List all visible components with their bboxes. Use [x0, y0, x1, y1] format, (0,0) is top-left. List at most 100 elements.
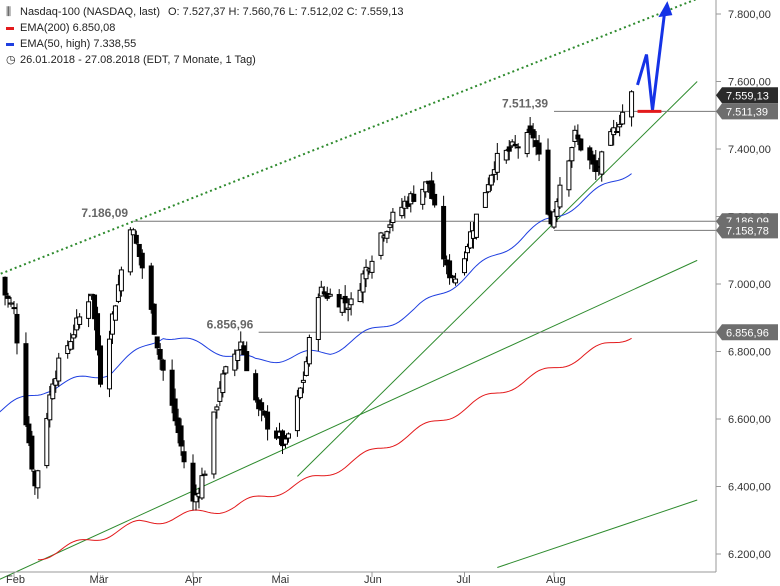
candle: [441, 195, 447, 268]
candle: [620, 104, 626, 126]
projection-path: [636, 13, 666, 111]
candle: [190, 454, 196, 511]
candle: [464, 243, 470, 262]
candle: [297, 387, 303, 400]
candle: [488, 174, 494, 191]
candle: [115, 274, 121, 304]
projection-arrowhead: [658, 1, 673, 18]
candle: [71, 324, 77, 350]
candle: [223, 365, 229, 375]
candle: [154, 336, 160, 355]
y-tick-label: 7.000,00: [728, 279, 771, 291]
candle: [160, 358, 166, 381]
candle: [324, 286, 330, 301]
price-boxes: 7.511,397.186,097.158,786.856,967.559,13: [716, 87, 778, 341]
trend-lines: [0, 0, 698, 580]
candle: [47, 385, 53, 428]
candle: [136, 243, 142, 266]
candle: [130, 227, 136, 236]
last-price-box: 7.559,13: [716, 87, 778, 104]
candle: [432, 183, 438, 208]
x-tick-label: Mai: [272, 574, 290, 586]
candle: [384, 230, 390, 244]
candle: [53, 370, 59, 393]
candle: [175, 408, 181, 444]
candle: [599, 150, 605, 182]
candle: [587, 145, 593, 170]
candle: [259, 398, 265, 422]
candle: [157, 343, 163, 370]
candle: [569, 146, 575, 168]
candle: [369, 255, 375, 279]
candle: [172, 388, 178, 426]
candle: [112, 304, 118, 321]
candle: [327, 288, 333, 298]
candle: [11, 300, 17, 315]
legend-ema200: EMA(200) 6.850,08: [20, 22, 116, 34]
candle: [148, 262, 154, 314]
candle: [387, 219, 393, 234]
level-box: 6.856,96: [716, 324, 778, 341]
support-trendline-lower: [497, 499, 698, 568]
candle: [2, 276, 8, 306]
candle: [253, 369, 259, 403]
level-annotation: 7.511,39: [502, 96, 548, 110]
ema200-line: [37, 337, 632, 561]
candle: [429, 171, 435, 200]
candle: [282, 435, 288, 449]
candle: [151, 303, 157, 336]
candle: [86, 293, 92, 328]
candle: [494, 142, 500, 181]
candle: [503, 148, 509, 164]
legend-title: Nasdaq-100 (NASDAQ, last): [20, 6, 160, 18]
candle: [23, 332, 29, 427]
candle: [411, 185, 417, 203]
candle: [35, 469, 41, 499]
candle: [294, 389, 300, 437]
candle: [614, 122, 620, 134]
legend-period-row: ◷ 26.01.2018 - 27.08.2018 (EDT, 7 Monate…: [6, 52, 403, 68]
candle: [348, 292, 354, 316]
candle: [473, 213, 479, 240]
candle: [244, 341, 250, 372]
candle: [77, 313, 83, 329]
candle: [300, 371, 306, 394]
x-tick-label: Jun: [364, 574, 382, 586]
candle: [467, 221, 473, 249]
candle: [169, 359, 175, 414]
x-tick-label: Mär: [90, 574, 109, 586]
candle: [217, 381, 223, 407]
candle: [68, 332, 74, 351]
chart-legend: ⫼ Nasdaq-100 (NASDAQ, last) O: 7.527,37 …: [6, 4, 403, 68]
candle: [8, 297, 14, 307]
level-box-label: 7.158,78: [726, 225, 769, 237]
x-tick-label: Aug: [546, 574, 566, 586]
candle: [199, 467, 205, 500]
candle: [56, 352, 62, 387]
candle: [306, 334, 312, 367]
x-tick-label: Apr: [185, 574, 202, 586]
candle: [608, 128, 614, 147]
legend-ohlc: O: 7.527,37 H: 7.560,76 L: 7.512,02 C: 7…: [168, 6, 404, 18]
candle: [590, 150, 596, 172]
candle: [551, 209, 557, 230]
candle: [506, 140, 512, 161]
candle: [485, 177, 491, 194]
candle: [98, 335, 104, 388]
candle: [453, 272, 459, 286]
ohlc-icon: ⫼: [6, 6, 12, 18]
candle: [578, 138, 584, 152]
candle: [461, 251, 467, 276]
candle: [315, 293, 321, 352]
candle: [554, 198, 560, 223]
candle: [318, 280, 324, 297]
last-price-label: 7.559,13: [726, 90, 769, 102]
candle: [512, 135, 518, 149]
candle: [181, 440, 187, 469]
candle: [447, 254, 453, 285]
candle: [363, 259, 369, 288]
candle: [92, 294, 98, 331]
projection-arrow: [636, 1, 673, 111]
candle: [235, 349, 241, 370]
